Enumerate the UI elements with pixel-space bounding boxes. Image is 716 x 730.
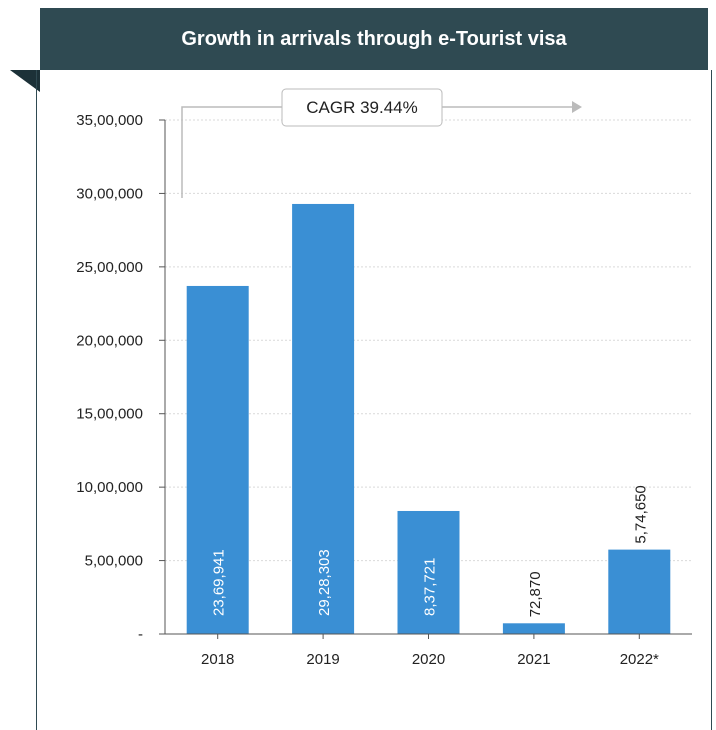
chart-frame: [36, 70, 712, 730]
y-tick-label: 35,00,000: [76, 112, 143, 129]
y-tick-label: 15,00,000: [76, 406, 143, 423]
bar: [502, 623, 565, 634]
chart-header: Growth in arrivals through e-Tourist vis…: [40, 8, 708, 70]
bar-value-label: 23,69,941: [211, 549, 228, 616]
y-tick-label: 25,00,000: [76, 259, 143, 276]
bars: 23,69,941 29,28,303 8,37,721 72,870 5,74,650: [186, 203, 671, 634]
y-tick-label: -: [138, 626, 143, 643]
bar-value-label: 72,870: [527, 571, 544, 617]
cagr-annotation: CAGR 39.44%: [181, 88, 582, 198]
bar: [292, 203, 355, 634]
y-tick-label: 20,00,000: [76, 332, 143, 349]
header-fold-decoration: [10, 70, 40, 92]
x-tick-label: 2018: [201, 651, 234, 668]
cagr-arrowhead-icon: [572, 101, 582, 113]
cagr-label-box: [281, 88, 443, 127]
x-axis: 2018 2019 2020 2021 2022*: [165, 633, 692, 668]
bar: [397, 510, 460, 634]
cagr-label: CAGR 39.44%: [306, 98, 418, 117]
x-tick-label: 2022*: [620, 651, 659, 668]
bar: [608, 549, 671, 634]
chart-title: Growth in arrivals through e-Tourist vis…: [181, 27, 567, 50]
y-axis: - 5,00,000 10,00,000 15,00,000 20,00,000 25,0…: [76, 112, 166, 643]
x-tick-label: 2020: [412, 651, 445, 668]
x-tick-label: 2019: [306, 651, 339, 668]
x-tick-label: 2021: [517, 651, 550, 668]
y-tick-label: 30,00,000: [76, 185, 143, 202]
y-tick-label: 10,00,000: [76, 479, 143, 496]
y-tick-label: 5,00,000: [85, 553, 143, 570]
bar-value-label: 29,28,303: [316, 549, 333, 616]
bar-value-label: 8,37,721: [422, 558, 439, 616]
bar-value-label: 5,74,650: [632, 485, 649, 543]
bar: [186, 285, 249, 634]
